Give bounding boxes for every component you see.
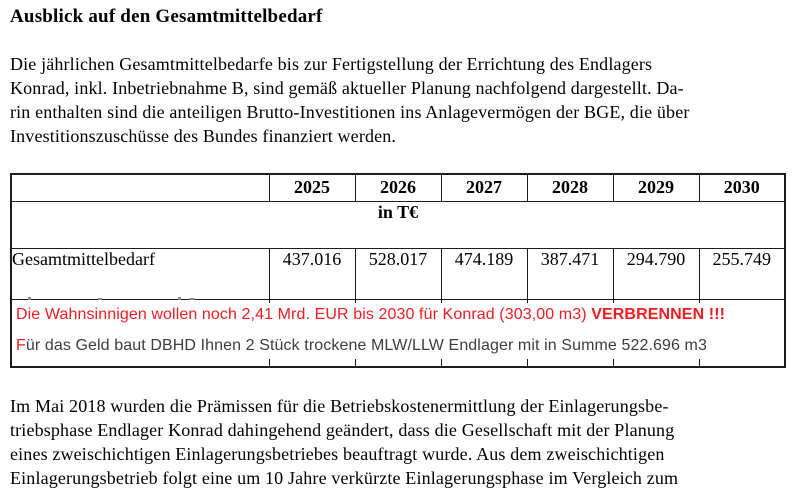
- annotation-line-2-text: ür das Geld baut DBHD Ihnen 2 Stück troc…: [25, 337, 707, 354]
- intro-line: Investitionszuschüsse des Bundes finanzi…: [10, 126, 397, 146]
- value-cell: 474.189: [440, 247, 528, 300]
- annotation-overlay: Die Wahnsinnigen wollen noch 2,41 Mrd. E…: [12, 303, 780, 359]
- intro-line: Konrad, inkl. Inbetriebnahme B, sind gem…: [10, 78, 684, 98]
- closing-line: Einlagerungsbetrieb folgt eine um 10 Jah…: [10, 468, 679, 488]
- intro-line: rin enthalten sind die anteiligen Brutto…: [10, 102, 690, 122]
- annotation-line-1-text: Die Wahnsinnigen wollen noch 2,41 Mrd. E…: [16, 306, 592, 323]
- value-cell: 387.471: [526, 247, 614, 300]
- obscured-text-remnant: [189, 298, 195, 300]
- closing-line: Im Mai 2018 wurden die Prämissen für die…: [10, 396, 669, 416]
- obscured-text-remnant: [98, 298, 102, 300]
- row-label-cell: Gesamtmittelbedarf: [10, 247, 270, 300]
- value-cell: 255.749: [698, 247, 786, 300]
- year-header-cell: 2029: [612, 173, 700, 202]
- year-header-cell: 2025: [268, 173, 356, 202]
- value-cell: 437.016: [268, 247, 356, 300]
- annotation-line-2: Für das Geld baut DBHD Ihnen 2 Stück tro…: [16, 337, 780, 355]
- intro-paragraph: Die jährlichen Gesamtmittelbedarfe bis z…: [10, 52, 796, 148]
- annotation-line-1: Die Wahnsinnigen wollen noch 2,41 Mrd. E…: [16, 306, 780, 324]
- year-header-cell: 2027: [440, 173, 528, 202]
- annotation-line-2-initial: F: [16, 337, 26, 354]
- year-header-cell: 2026: [354, 173, 442, 202]
- intro-line: Die jährlichen Gesamtmittelbedarfe bis z…: [10, 54, 653, 74]
- year-header-cell: 2028: [526, 173, 614, 202]
- funding-table: 2025 2026 2027 2028 2029 2030 in T€ Gesa…: [10, 173, 786, 368]
- closing-line: triebsphase Endlager Konrad dahingehend …: [10, 420, 675, 440]
- obscured-text-remnant: [178, 297, 181, 300]
- year-header-cell: 2030: [698, 173, 786, 202]
- obscured-text-remnant: [28, 297, 31, 300]
- page-title: Ausblick auf den Gesamtmittelbedarf: [10, 6, 323, 27]
- table-row-years: 2025 2026 2027 2028 2029 2030: [10, 173, 786, 202]
- table-row-values: Gesamtmittelbedarf 437.016 528.017 474.1…: [10, 247, 786, 300]
- document-page: Ausblick auf den Gesamtmittelbedarf Die …: [10, 6, 796, 488]
- annotation-line-1-emphasis: VERBRENNEN !!!: [591, 306, 726, 323]
- corner-cell: [10, 173, 270, 202]
- value-cell: 294.790: [612, 247, 700, 300]
- value-cell: 528.017: [354, 247, 442, 300]
- closing-paragraph: Im Mai 2018 wurden die Prämissen für die…: [10, 394, 796, 490]
- table-row-unit: in T€: [10, 200, 786, 249]
- closing-line: eines zweischichtigen Einlagerungsbetrie…: [10, 444, 665, 464]
- unit-label-cell: in T€: [10, 200, 786, 249]
